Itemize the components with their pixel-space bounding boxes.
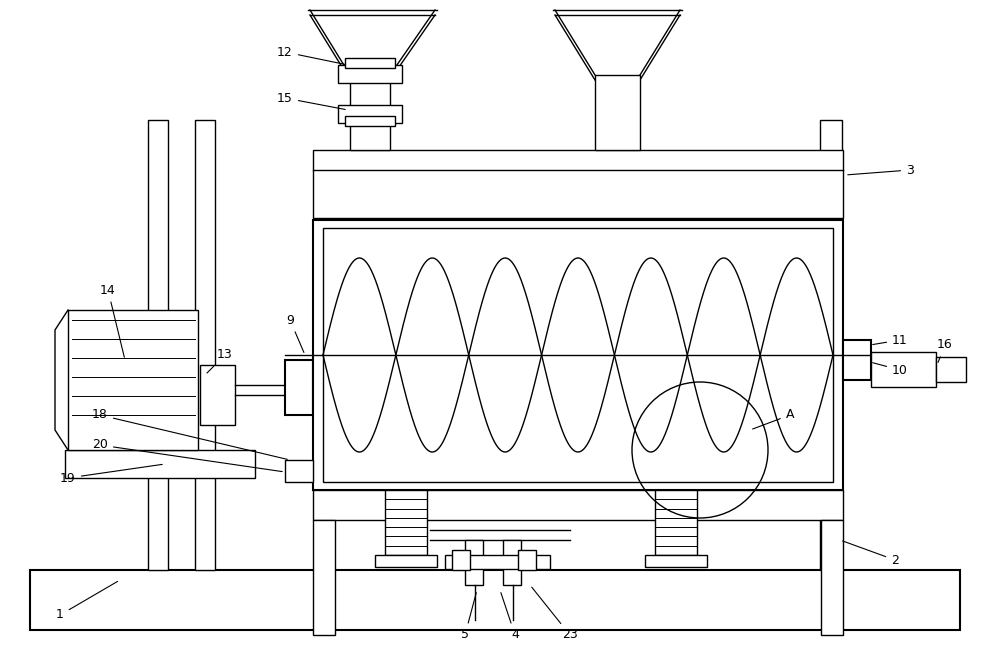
Bar xyxy=(385,490,427,555)
Text: 19: 19 xyxy=(60,465,162,485)
Text: 23: 23 xyxy=(532,587,578,641)
Text: 15: 15 xyxy=(277,92,345,110)
Text: 9: 9 xyxy=(286,313,304,352)
Bar xyxy=(445,555,550,569)
Bar xyxy=(323,228,833,482)
Bar xyxy=(338,105,402,123)
Bar xyxy=(313,490,843,520)
Text: 12: 12 xyxy=(277,45,345,64)
Bar xyxy=(655,490,697,555)
Text: 2: 2 xyxy=(843,541,899,567)
Text: 4: 4 xyxy=(501,593,519,641)
Text: 11: 11 xyxy=(873,334,908,347)
Text: A: A xyxy=(753,408,794,429)
Bar xyxy=(645,555,707,567)
Text: 10: 10 xyxy=(873,363,908,376)
Text: 1: 1 xyxy=(56,582,118,622)
Bar xyxy=(195,120,215,570)
Bar xyxy=(595,75,640,150)
Bar xyxy=(285,460,313,482)
Text: 20: 20 xyxy=(92,439,282,472)
Bar xyxy=(313,150,843,218)
Text: 14: 14 xyxy=(100,284,124,358)
Bar xyxy=(148,120,168,570)
Bar xyxy=(452,550,470,570)
Text: 5: 5 xyxy=(461,593,476,641)
Bar xyxy=(30,570,960,630)
Text: 3: 3 xyxy=(848,164,914,177)
Text: 13: 13 xyxy=(207,349,233,373)
Bar xyxy=(350,75,390,150)
Bar xyxy=(345,116,395,126)
Bar xyxy=(871,352,936,387)
Bar xyxy=(313,220,843,490)
Bar xyxy=(518,550,536,570)
Bar xyxy=(65,450,255,478)
Bar xyxy=(465,540,483,585)
Bar xyxy=(503,540,521,585)
Bar xyxy=(820,120,842,570)
Bar xyxy=(821,520,843,635)
Bar xyxy=(68,310,198,450)
Bar xyxy=(338,65,402,83)
Bar xyxy=(313,520,335,635)
Bar xyxy=(843,340,871,380)
Bar xyxy=(200,365,235,425)
Bar xyxy=(375,555,437,567)
Bar xyxy=(285,360,313,415)
Text: 18: 18 xyxy=(92,408,287,459)
Text: 16: 16 xyxy=(937,339,953,362)
Bar xyxy=(936,357,966,382)
Bar xyxy=(345,58,395,68)
